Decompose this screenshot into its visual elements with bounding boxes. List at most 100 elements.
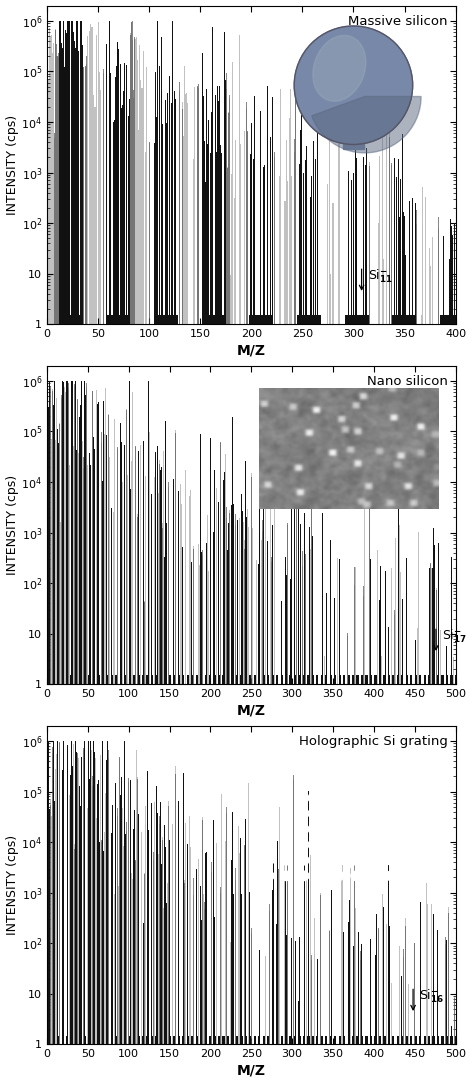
- Bar: [109, 1044, 110, 1083]
- Bar: [258, 1044, 259, 1083]
- Bar: [423, 684, 424, 1083]
- Bar: [401, 982, 402, 1083]
- Bar: [136, 39, 137, 1083]
- Bar: [406, 1044, 407, 1083]
- Bar: [67, 748, 68, 1083]
- Bar: [449, 684, 450, 1083]
- Bar: [115, 684, 116, 1083]
- Bar: [363, 597, 364, 1083]
- Bar: [156, 788, 157, 1083]
- Bar: [54, 132, 55, 1083]
- Bar: [128, 684, 129, 1083]
- Bar: [143, 927, 144, 1083]
- Bar: [179, 1044, 180, 1083]
- Bar: [381, 324, 382, 1083]
- Bar: [372, 1044, 373, 1083]
- Bar: [183, 116, 184, 1083]
- Bar: [252, 324, 253, 1083]
- Bar: [401, 684, 402, 1083]
- Bar: [216, 154, 217, 1083]
- Bar: [261, 1044, 262, 1083]
- Bar: [357, 1044, 358, 1083]
- Bar: [196, 870, 197, 1083]
- Bar: [396, 178, 397, 1083]
- X-axis label: M/Z: M/Z: [237, 1064, 266, 1078]
- Bar: [449, 259, 450, 1083]
- Bar: [326, 597, 327, 1083]
- Bar: [445, 684, 446, 1083]
- Bar: [202, 818, 203, 1083]
- Bar: [68, 382, 69, 1083]
- Bar: [114, 419, 115, 1083]
- Bar: [189, 496, 190, 1083]
- Bar: [284, 684, 285, 1083]
- Bar: [224, 35, 225, 1083]
- Bar: [435, 684, 436, 1083]
- Bar: [424, 684, 425, 1083]
- Bar: [222, 315, 223, 1083]
- Bar: [358, 945, 359, 1083]
- Bar: [69, 803, 70, 1083]
- Bar: [226, 947, 227, 1083]
- Bar: [442, 324, 443, 1083]
- Bar: [177, 1044, 178, 1083]
- Bar: [90, 466, 91, 1083]
- Bar: [361, 949, 362, 1083]
- Bar: [306, 942, 307, 1083]
- Bar: [204, 909, 205, 1083]
- Bar: [103, 418, 104, 1083]
- Bar: [382, 120, 383, 1083]
- Bar: [400, 197, 401, 1083]
- Bar: [318, 684, 319, 1083]
- Bar: [56, 397, 57, 1083]
- Bar: [334, 603, 335, 1083]
- Bar: [126, 822, 127, 1083]
- Bar: [111, 514, 112, 1083]
- Bar: [272, 112, 273, 1083]
- Bar: [133, 684, 134, 1083]
- Bar: [252, 324, 253, 1083]
- Bar: [53, 416, 54, 1083]
- Bar: [235, 1044, 236, 1083]
- Bar: [412, 210, 413, 1083]
- Bar: [233, 901, 234, 1083]
- Bar: [75, 749, 76, 1083]
- Bar: [47, 795, 48, 1083]
- Bar: [60, 22, 61, 1083]
- Bar: [220, 146, 221, 1083]
- Bar: [353, 684, 354, 1083]
- Bar: [396, 684, 397, 1083]
- Bar: [77, 35, 78, 1083]
- Bar: [187, 104, 189, 1083]
- Bar: [309, 535, 310, 1083]
- Bar: [373, 1044, 374, 1083]
- Bar: [307, 324, 308, 1083]
- Bar: [152, 1044, 153, 1083]
- Bar: [98, 22, 99, 1083]
- Bar: [255, 324, 256, 1083]
- Bar: [61, 51, 62, 1083]
- Bar: [358, 935, 359, 1083]
- Bar: [310, 684, 311, 1083]
- Bar: [373, 324, 374, 1083]
- Bar: [153, 324, 154, 1083]
- Bar: [295, 100, 296, 1083]
- Bar: [348, 928, 349, 1083]
- Bar: [118, 684, 119, 1083]
- Bar: [194, 1044, 195, 1083]
- Bar: [397, 324, 398, 1083]
- Bar: [77, 754, 78, 1083]
- Bar: [170, 1044, 171, 1083]
- Bar: [182, 109, 183, 1083]
- Bar: [287, 856, 288, 1083]
- Bar: [429, 574, 430, 1083]
- Bar: [106, 762, 107, 1083]
- Bar: [233, 506, 234, 1083]
- Bar: [248, 527, 249, 1083]
- Bar: [236, 141, 237, 1083]
- Bar: [144, 601, 145, 1083]
- Bar: [396, 192, 397, 1083]
- Bar: [116, 684, 117, 1083]
- Bar: [384, 1044, 385, 1083]
- Bar: [314, 324, 315, 1083]
